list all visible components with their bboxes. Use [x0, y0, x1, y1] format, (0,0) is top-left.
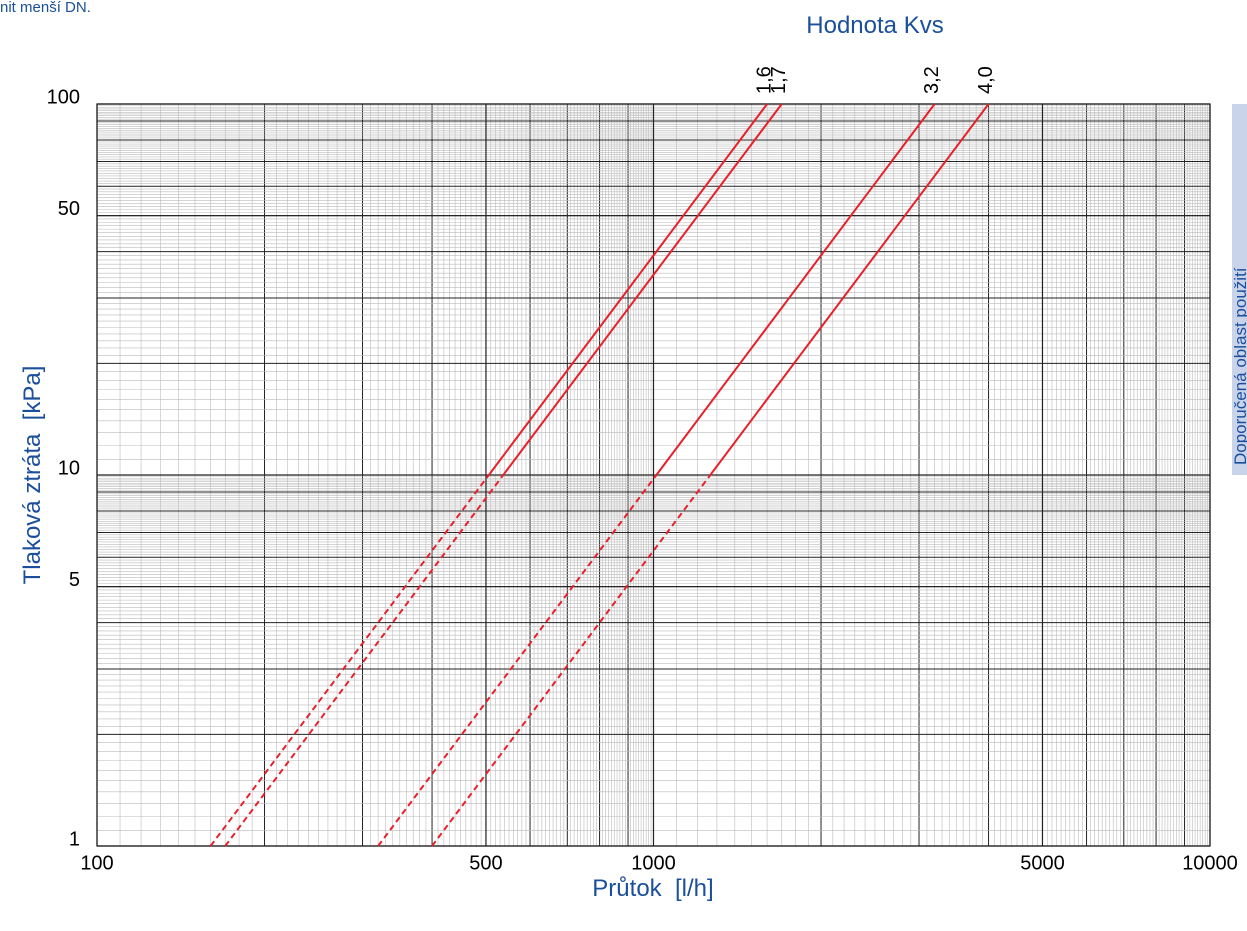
- y-tick-label: 100: [47, 86, 80, 108]
- y-tick-label: 1: [69, 828, 80, 850]
- series-label: 1,6: [753, 66, 775, 94]
- dashed-line: [377, 474, 658, 847]
- x-axis-label: Průtok [l/h]: [592, 875, 713, 902]
- y-tick-label: 10: [58, 457, 80, 479]
- x-tick-label: 100: [80, 852, 113, 874]
- chart-title: Hodnota Kvs: [806, 12, 943, 39]
- y-axis-label: Tlaková ztráta [kPa]: [19, 366, 46, 585]
- note: nit menší DN.: [0, 0, 91, 16]
- solid-line: [488, 103, 768, 476]
- x-tick-label: 5000: [1020, 852, 1065, 874]
- y-tick-label: 50: [58, 198, 80, 220]
- x-tick-label: 10000: [1182, 852, 1238, 874]
- side-label: Doporučená oblast použití: [1231, 267, 1247, 465]
- side-box: [1232, 104, 1247, 475]
- dashed-line: [431, 474, 712, 847]
- solid-line: [709, 103, 990, 476]
- dashed-line: [224, 474, 505, 847]
- series-label: 4,0: [975, 66, 997, 94]
- series-label: 1,7: [768, 66, 790, 94]
- series-label: 3,2: [921, 66, 943, 94]
- y-tick-label: 5: [69, 569, 80, 591]
- solid-line: [502, 103, 783, 476]
- dashed-line: [209, 474, 490, 847]
- x-tick-label: 500: [469, 852, 502, 874]
- solid-line: [655, 103, 936, 476]
- x-tick-label: 1000: [631, 852, 676, 874]
